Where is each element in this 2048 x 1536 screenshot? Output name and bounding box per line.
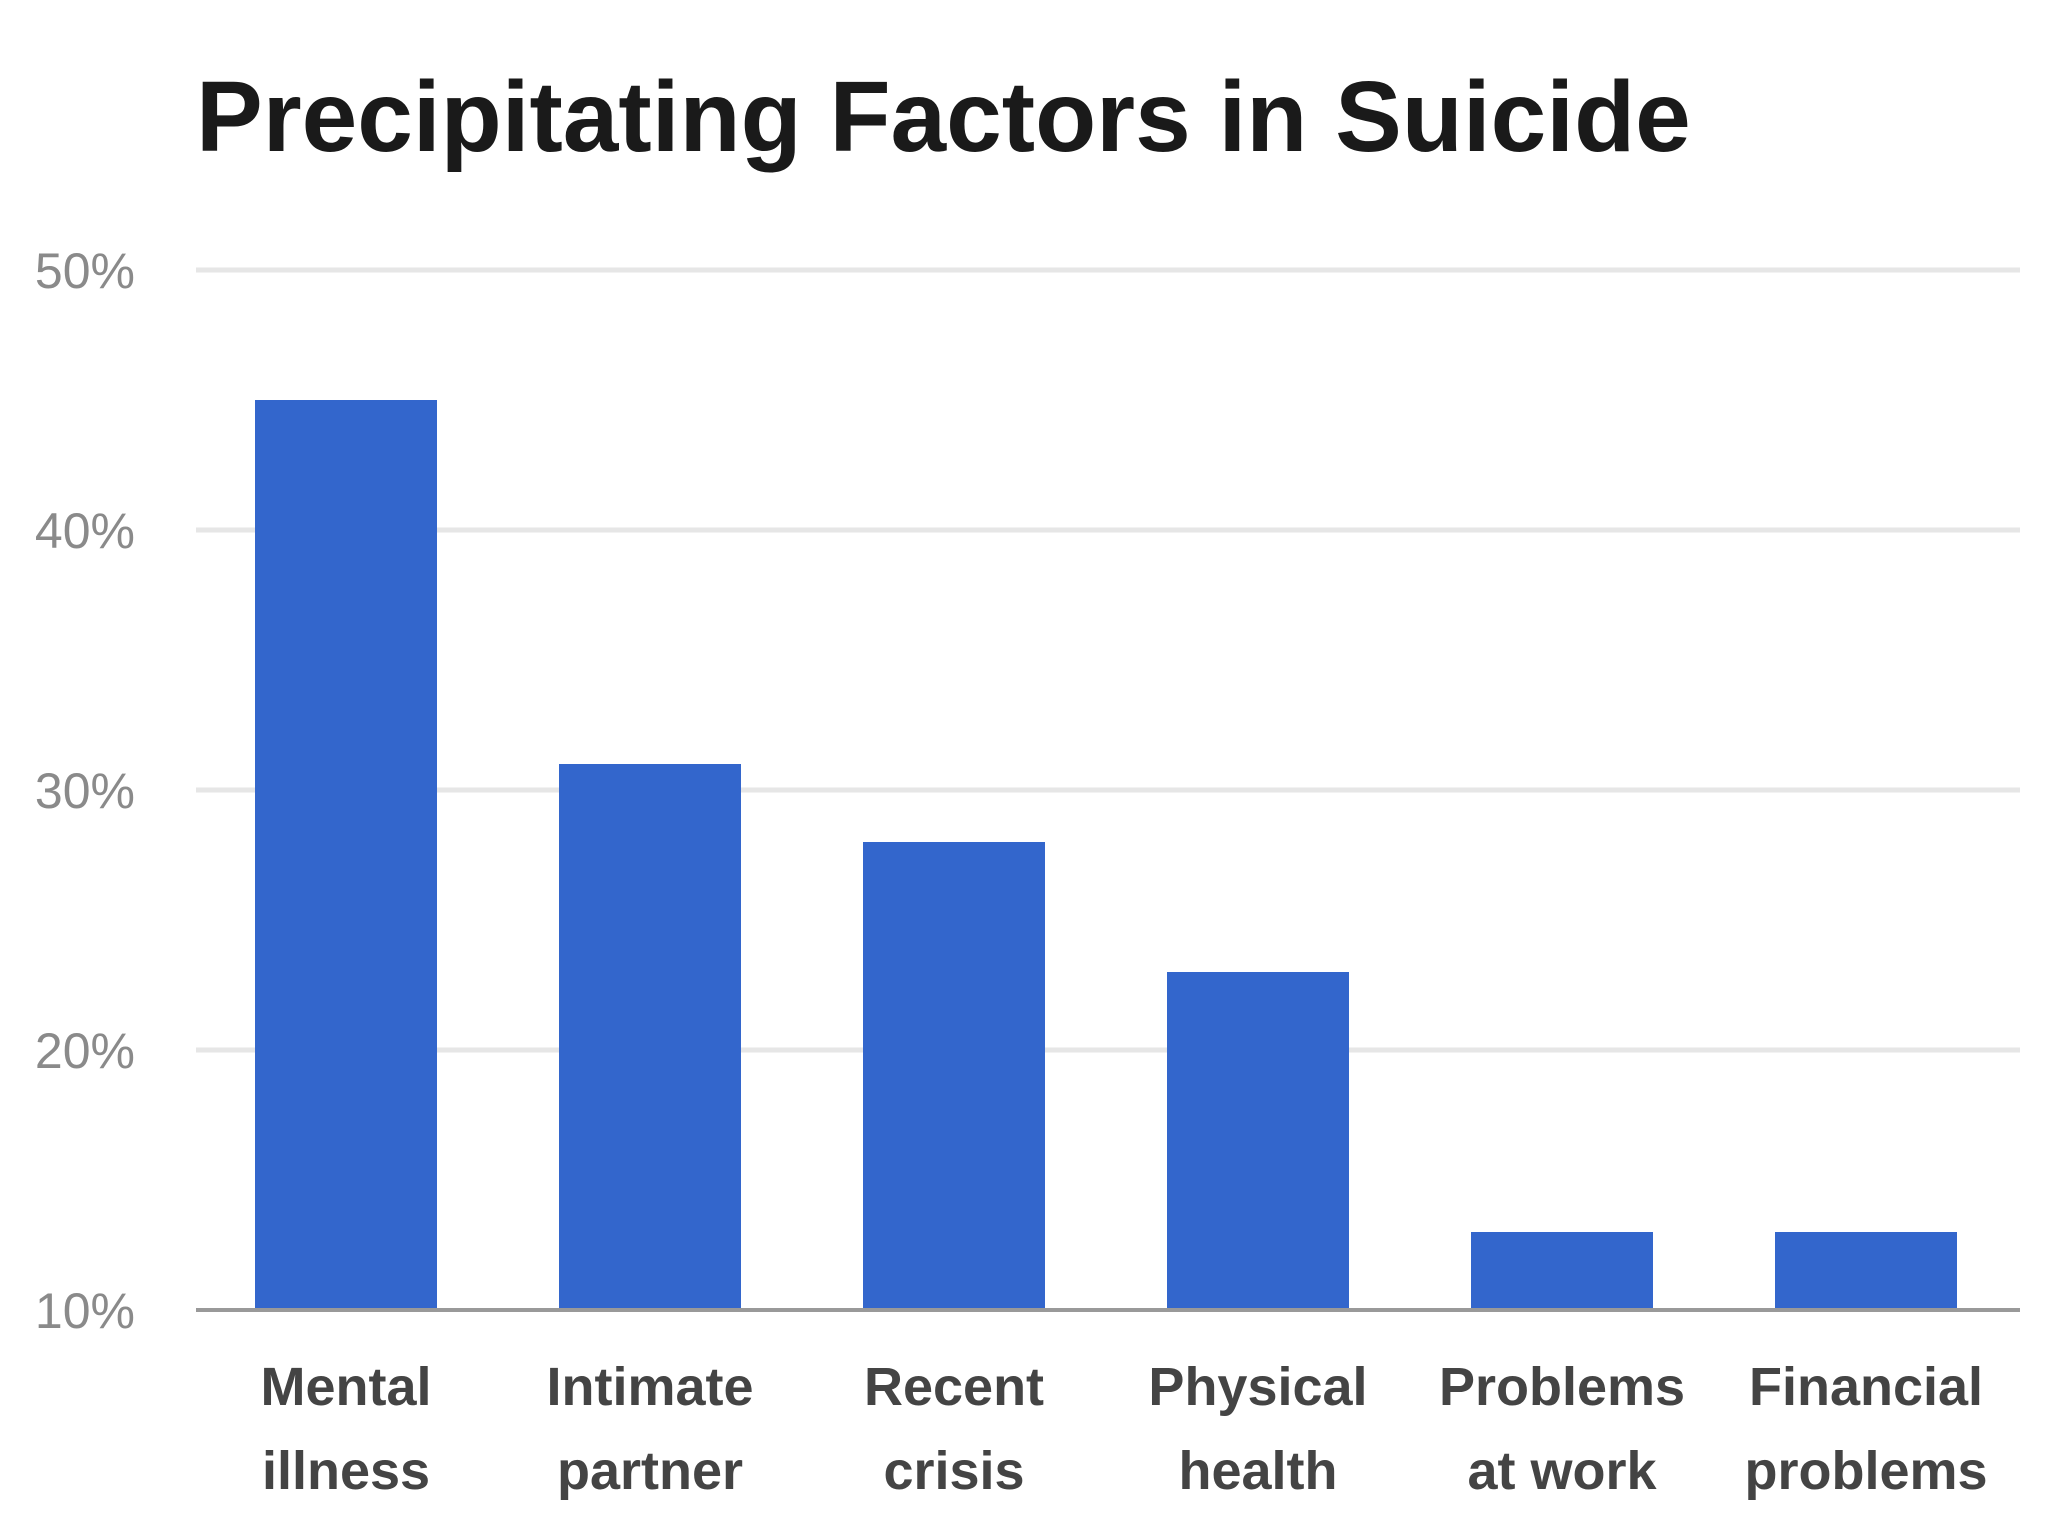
- y-axis-ticks: 10% 20% 30% 40% 50%: [35, 243, 135, 1339]
- bar: [1167, 972, 1349, 1310]
- y-tick-label: 20%: [35, 1023, 135, 1079]
- x-tick-label-line: Mental: [260, 1357, 431, 1417]
- x-tick-label-line: Recent: [864, 1357, 1044, 1417]
- x-tick-label: Intimate partner: [546, 1357, 753, 1501]
- x-tick-label-line: Financial: [1749, 1357, 1983, 1417]
- chart-title: Precipitating Factors in Suicide: [196, 61, 1691, 173]
- x-tick-label: Recent crisis: [864, 1357, 1044, 1501]
- gridlines: [196, 267, 2020, 1053]
- x-tick-label-line: problems: [1744, 1441, 1987, 1501]
- x-tick-label: Physical health: [1148, 1357, 1367, 1501]
- y-tick-label: 40%: [35, 503, 135, 559]
- x-tick-label-line: crisis: [883, 1441, 1024, 1501]
- x-tick-label-line: Physical: [1148, 1357, 1367, 1417]
- bar: [863, 842, 1045, 1310]
- x-tick-label-line: health: [1178, 1441, 1337, 1501]
- x-tick-label-line: partner: [557, 1441, 743, 1501]
- x-tick-label: Mental illness: [260, 1357, 431, 1501]
- bar: [559, 764, 741, 1310]
- bar: [1471, 1232, 1653, 1310]
- x-tick-label-line: illness: [262, 1441, 430, 1501]
- y-tick-label: 30%: [35, 763, 135, 819]
- x-tick-label-line: Intimate: [546, 1357, 753, 1417]
- y-tick-label: 10%: [35, 1283, 135, 1339]
- x-tick-label: Financial problems: [1744, 1357, 1987, 1501]
- x-axis-labels: Mental illness Intimate partner Recent crisis…: [260, 1357, 1987, 1501]
- bar: [1775, 1232, 1957, 1310]
- x-tick-label-line: Problems: [1439, 1357, 1685, 1417]
- y-tick-label: 50%: [35, 243, 135, 299]
- x-tick-label: Problems at work: [1439, 1357, 1685, 1501]
- bars: [255, 400, 1957, 1310]
- x-tick-label-line: at work: [1467, 1441, 1657, 1501]
- bar: [255, 400, 437, 1310]
